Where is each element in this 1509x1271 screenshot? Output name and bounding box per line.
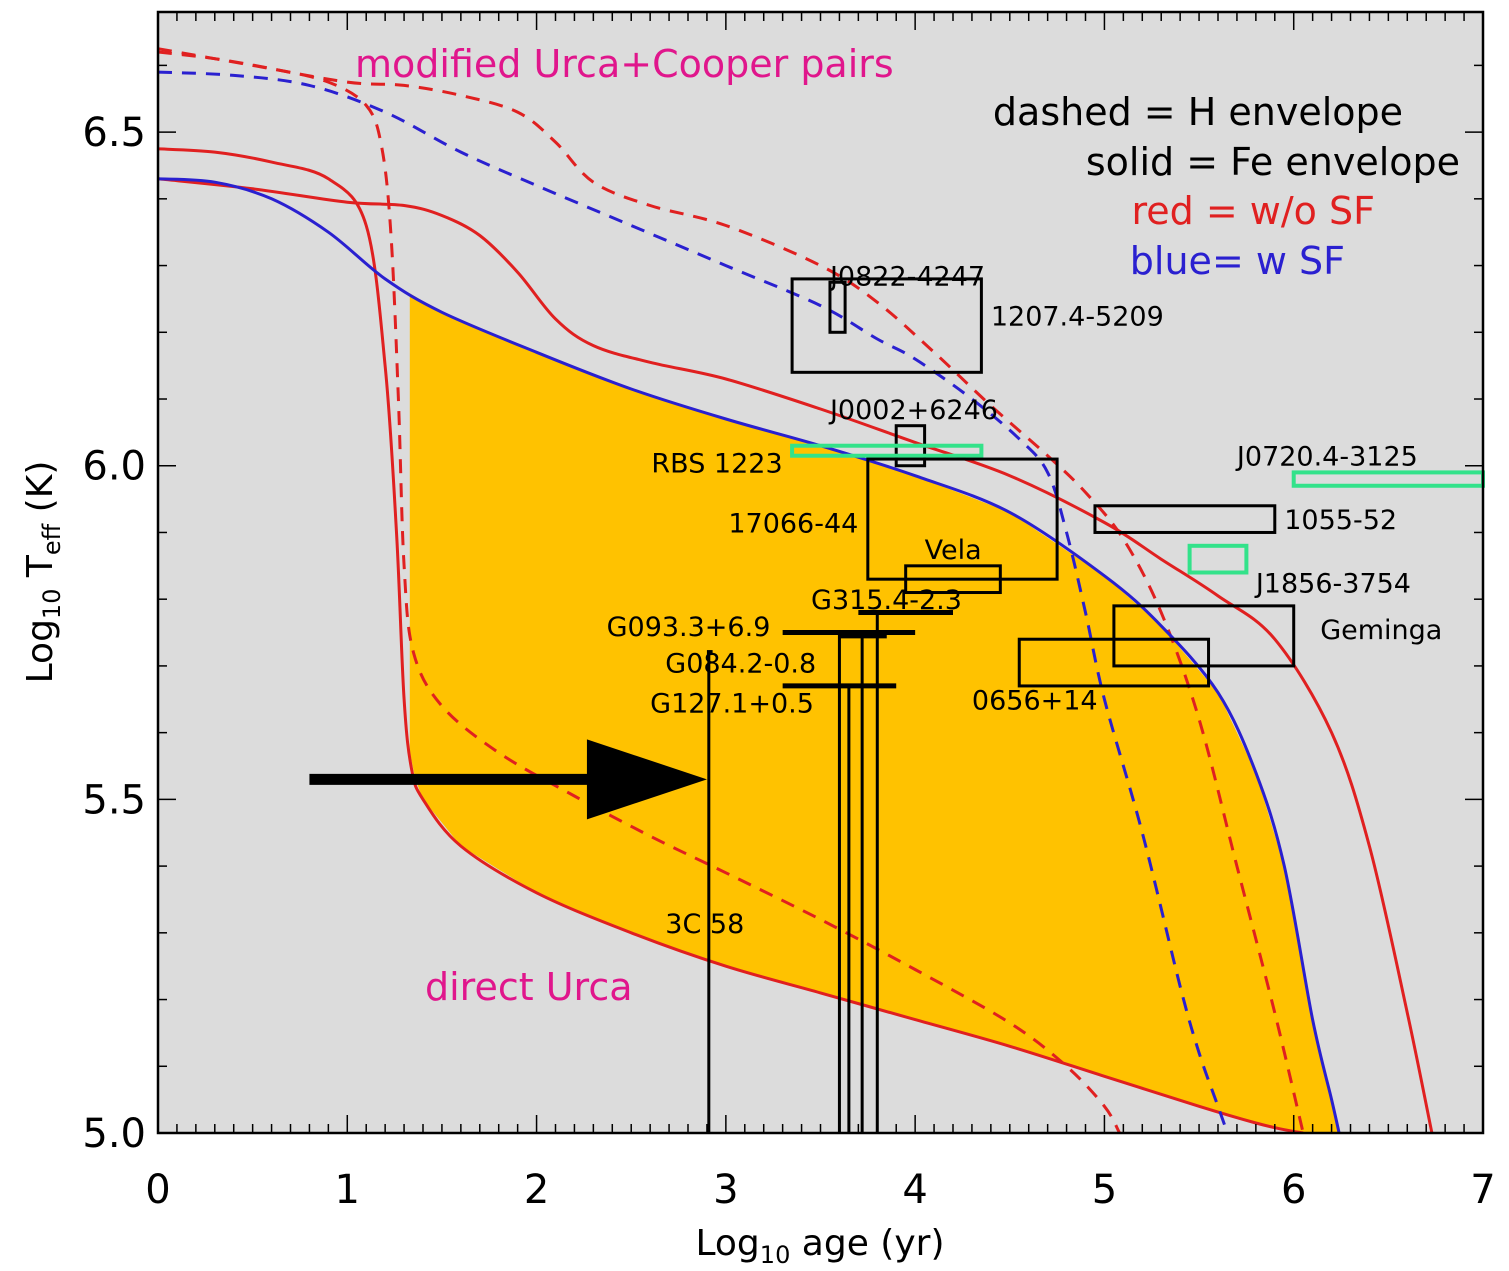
x-tick-label: 7 <box>1470 1167 1495 1213</box>
object-label-g127-1-0-5: G127.1+0.5 <box>650 689 814 720</box>
annotation-direct-urca: direct Urca <box>425 965 633 1009</box>
x-tick-label: 1 <box>335 1167 360 1213</box>
x-tick-label: 4 <box>902 1167 927 1213</box>
object-label-g093-3-6-9: G093.3+6.9 <box>607 612 771 643</box>
series-red-dashed-2 <box>158 50 1121 1133</box>
object-label-3c-58: 3C 58 <box>665 909 744 940</box>
x-tick-label: 5 <box>1092 1167 1117 1213</box>
object-label-17066-44: 17066-44 <box>728 508 858 539</box>
series-red-solid-0 <box>158 147 1304 1133</box>
object-box-1055-52 <box>1093 504 1277 534</box>
x-tick-label: 2 <box>524 1167 549 1213</box>
series-blue-dashed-5 <box>158 70 1229 1133</box>
object-label-geminga: Geminga <box>1320 615 1442 646</box>
object-label-vela: Vela <box>925 535 982 566</box>
x-tick-label: 0 <box>145 1167 170 1213</box>
object-label-j0002-6246: J0002+6246 <box>828 395 998 426</box>
object-label-j0720-4-3125: J0720.4-3125 <box>1235 442 1418 473</box>
y-tick-label: 5.0 <box>82 1111 146 1157</box>
annotation-modified-urca: modified Urca+Cooper pairs <box>355 42 894 86</box>
series-red-dashed-3 <box>158 47 1305 1133</box>
object-label-g084-2-0-8: G084.2-0.8 <box>665 649 816 680</box>
y-tick-label: 5.5 <box>82 777 146 823</box>
object-label-g315-4-2-3: G315.4-2.3 <box>811 585 962 616</box>
object-box-rbs-1223 <box>790 443 984 458</box>
x-tick-label: 3 <box>713 1167 738 1213</box>
shaded-region <box>409 293 1340 1133</box>
y-tick-label: 6.0 <box>82 444 146 490</box>
object-label-0656-14: 0656+14 <box>972 685 1098 716</box>
object-box-j1856-3754 <box>1187 543 1249 575</box>
legend-dashed: dashed = H envelope <box>993 90 1403 134</box>
object-box-0656-14 <box>1017 637 1211 688</box>
object-box-1207-4-5209 <box>790 277 983 374</box>
object-box-vela <box>904 564 1002 595</box>
y-axis-title: Log10 Teff (K) <box>20 461 66 684</box>
object-box-17066-44 <box>866 457 1059 581</box>
x-axis-title: Log10 age (yr) <box>695 1223 944 1269</box>
legend-red: red = w/o SF <box>1132 189 1375 233</box>
x-tick-label: 6 <box>1281 1167 1306 1213</box>
legend-blue: blue= w SF <box>1130 239 1345 283</box>
series-red-solid-1 <box>158 177 1434 1133</box>
object-box-geminga <box>1112 604 1296 668</box>
object-label-1055-52: 1055-52 <box>1284 505 1397 536</box>
y-tick-label: 6.5 <box>82 110 146 156</box>
series-blue-solid-4 <box>158 177 1341 1133</box>
object-label-j1856-3754: J1856-3754 <box>1254 569 1411 600</box>
object-label-rbs-1223: RBS 1223 <box>651 448 782 479</box>
object-label-1207-4-5209: 1207.4-5209 <box>991 302 1164 333</box>
object-box-j0822-4247 <box>828 280 847 334</box>
arrow-head <box>586 739 707 820</box>
object-label-j0822-4247: J0822-4247 <box>828 262 985 293</box>
legend-solid: solid = Fe envelope <box>1086 140 1460 184</box>
plot-frame <box>156 10 1485 1135</box>
